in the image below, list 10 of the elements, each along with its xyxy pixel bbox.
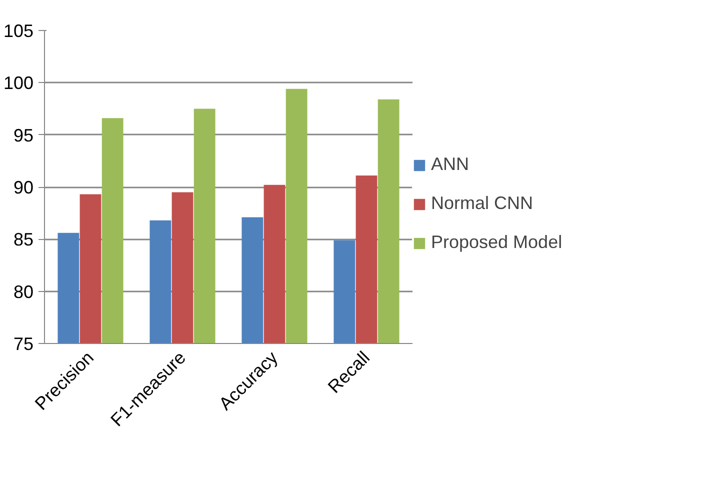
y-tick-label: 85: [13, 230, 34, 250]
y-tick-label: 105: [3, 21, 34, 41]
legend-label: Proposed Model: [431, 232, 562, 253]
y-tick-label: 90: [13, 178, 34, 198]
legend-label: Normal CNN: [431, 193, 534, 214]
legend-label: ANN: [431, 154, 470, 175]
y-tick-label: 75: [13, 334, 34, 354]
y-tick-label: 80: [13, 282, 34, 302]
y-tick-label: 100: [3, 73, 34, 94]
y-tick-label: 95: [13, 125, 34, 146]
